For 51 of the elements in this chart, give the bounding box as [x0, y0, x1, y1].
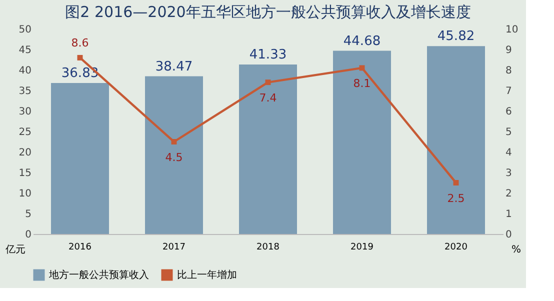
data-label: 41.33 — [249, 48, 287, 63]
y2-axis-title: % — [512, 244, 522, 256]
y-tick-label: 25 — [18, 127, 32, 138]
point — [453, 180, 459, 186]
bar — [145, 76, 203, 234]
y-tick-label: 40 — [18, 66, 32, 76]
y2-tick-label: 6 — [506, 106, 512, 118]
point — [171, 139, 177, 144]
y-tick-label: 20 — [18, 148, 32, 158]
x-tick-label: 2020 — [444, 242, 468, 252]
y2-tick-label: 10 — [506, 24, 518, 36]
point — [265, 80, 271, 86]
y2-tick-label: 3 — [506, 168, 512, 179]
bar — [51, 82, 109, 234]
legend-label: 比上一年增加 — [177, 269, 237, 281]
data-label: 2.5 — [447, 192, 465, 205]
y2-tick-label: 9 — [506, 45, 512, 56]
y-tick-label: 0 — [25, 230, 32, 240]
data-label: 44.68 — [343, 34, 381, 49]
y2-tick-label: 2 — [506, 188, 512, 200]
bar — [239, 64, 297, 234]
y2-tick-label: 4 — [506, 148, 512, 158]
y-tick-label: 15 — [18, 168, 32, 179]
x-tick-label: 2019 — [350, 242, 374, 252]
y2-tick-label: 0 — [506, 230, 512, 240]
data-label: 38.47 — [155, 59, 193, 74]
y-tick-label: 30 — [18, 106, 32, 118]
data-label: 4.5 — [165, 150, 183, 164]
point — [359, 65, 365, 71]
x-tick-label: 2016 — [68, 242, 92, 252]
x-tick-label: 2017 — [162, 242, 186, 252]
y-tick-label: 50 — [18, 24, 32, 36]
y2-tick-label: 5 — [506, 127, 512, 138]
y2-tick-label: 8 — [506, 66, 512, 76]
data-label: 45.82 — [437, 29, 475, 44]
bar — [427, 46, 485, 234]
y-tick-label: 10 — [18, 188, 32, 200]
y2-tick-label: 7 — [506, 86, 512, 97]
bar — [333, 50, 391, 234]
y-tick-label: 5 — [25, 209, 32, 220]
point — [77, 54, 83, 60]
legend-label: 地方一般公共预算收入 — [48, 269, 149, 281]
y-tick-label: 35 — [18, 86, 32, 97]
data-label: 7.4 — [259, 91, 277, 104]
y2-tick-label: 1 — [506, 209, 512, 220]
x-tick-label: 2018 — [256, 242, 280, 252]
data-label: 8.6 — [71, 36, 89, 50]
chart-title: 图2 2016—2020年五华区地方一般公共预算收入及增长速度 — [65, 3, 471, 21]
data-label: 8.1 — [353, 76, 371, 90]
y-tick-label: 45 — [18, 45, 32, 56]
y-axis-title: 亿元 — [4, 244, 26, 256]
